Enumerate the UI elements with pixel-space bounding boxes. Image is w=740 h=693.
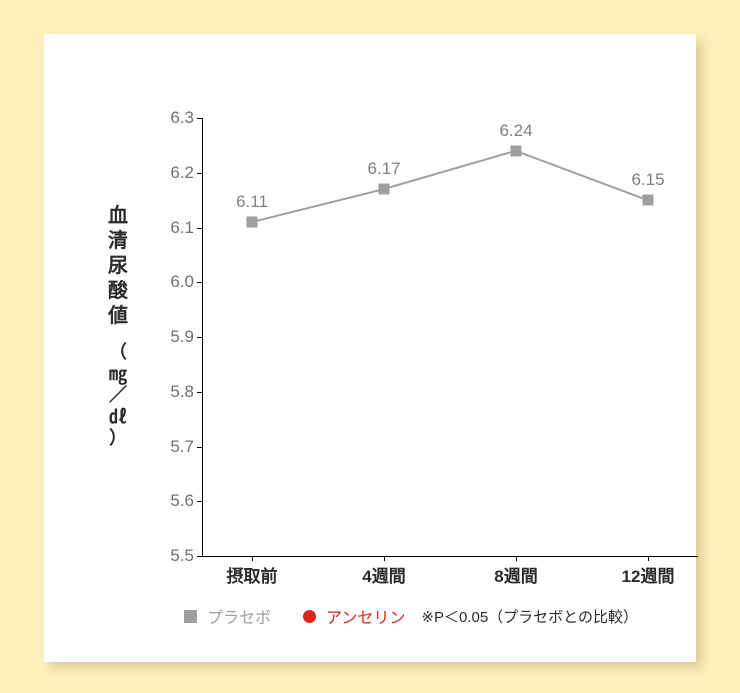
x-tick-mark — [252, 556, 253, 561]
marker-placebo — [379, 184, 390, 195]
y-tick-mark — [197, 173, 202, 174]
data-label-placebo: 6.17 — [367, 159, 400, 179]
data-label-placebo: 6.15 — [631, 170, 664, 190]
y-tick-label: 5.7 — [134, 437, 194, 457]
marker-placebo — [247, 217, 258, 228]
legend-label-placebo: プラセボ — [207, 604, 271, 628]
series-line-placebo — [516, 150, 649, 201]
data-label-placebo: 6.24 — [499, 121, 532, 141]
y-tick-mark — [197, 501, 202, 502]
y-tick-mark — [197, 447, 202, 448]
data-label-placebo: 6.11 — [236, 192, 268, 212]
legend-marker-anserine — [303, 610, 316, 623]
y-tick-label: 6.3 — [134, 108, 194, 128]
x-tick-label: 摂取前 — [227, 562, 278, 587]
y-axis-unit-close: ） — [109, 428, 127, 448]
y-tick-label: 6.0 — [134, 272, 194, 292]
x-tick-mark — [384, 556, 385, 561]
x-tick-label: 12週間 — [622, 562, 675, 587]
y-axis-unit-open: （ — [109, 342, 127, 362]
y-tick-label: 6.2 — [134, 163, 194, 183]
y-tick-mark — [197, 392, 202, 393]
y-tick-mark — [197, 556, 202, 557]
x-axis-line — [202, 556, 698, 557]
y-tick-label: 5.9 — [134, 327, 194, 347]
y-axis-line — [202, 118, 203, 556]
y-axis-unit-slash: ／ — [109, 385, 127, 405]
x-tick-mark — [516, 556, 517, 561]
chart-panel: 血清尿酸値 （ ㎎ ／ ㎗ ） 5.55.65.75.85.96.06.16.2… — [44, 34, 696, 662]
y-tick-label: 5.5 — [134, 546, 194, 566]
legend: プラセボ アンセリン ※P＜0.05（プラセボとの比較） — [184, 604, 740, 628]
y-tick-label: 6.1 — [134, 218, 194, 238]
x-tick-mark — [648, 556, 649, 561]
marker-placebo — [511, 145, 522, 156]
y-tick-mark — [197, 282, 202, 283]
x-tick-label: 8週間 — [494, 562, 537, 587]
marker-placebo — [643, 195, 654, 206]
y-tick-label: 5.8 — [134, 382, 194, 402]
y-axis-title: 血清尿酸値 — [107, 204, 129, 329]
series-line-placebo — [252, 188, 384, 223]
y-axis-unit-dl: ㎗ — [109, 407, 127, 427]
y-tick-label: 5.6 — [134, 491, 194, 511]
legend-marker-placebo — [184, 610, 197, 623]
series-line-placebo — [384, 150, 517, 190]
legend-label-anserine: アンセリン — [326, 604, 405, 628]
y-tick-mark — [197, 337, 202, 338]
y-tick-mark — [197, 228, 202, 229]
x-tick-label: 4週間 — [362, 562, 405, 587]
y-axis-unit-mg: ㎎ — [109, 364, 127, 384]
y-axis-unit: （ ㎎ ／ ㎗ ） — [102, 342, 134, 450]
y-tick-mark — [197, 118, 202, 119]
legend-note: ※P＜0.05（プラセボとの比較） — [421, 606, 638, 627]
plot-area: 5.55.65.75.85.96.06.16.26.3摂取前4週間8週間12週間… — [202, 118, 698, 556]
